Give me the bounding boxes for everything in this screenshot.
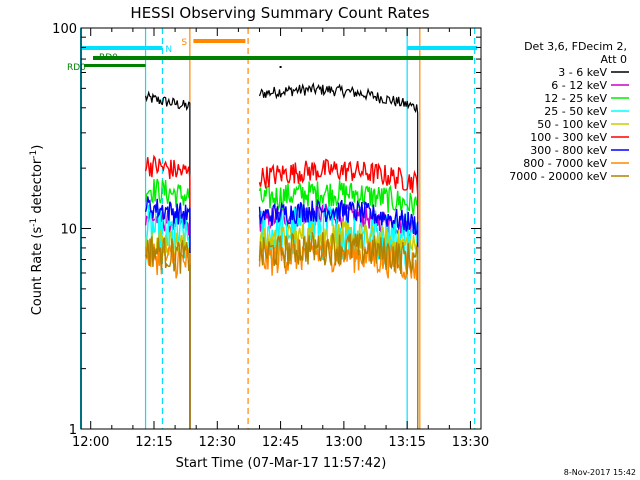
flag-label-saa: S	[181, 38, 187, 48]
series-line-8	[144, 232, 419, 429]
y-tick-label-0: 1	[69, 423, 77, 438]
series-layer	[144, 82, 419, 429]
saa-bar	[193, 39, 246, 43]
y-tick-label-2: 100	[52, 22, 77, 37]
plot-area: NS RD0 RD0	[67, 27, 482, 430]
x-tick-label-3: 12:45	[262, 435, 299, 450]
series-line-2	[144, 178, 419, 429]
x-tick-label-5: 13:15	[388, 435, 425, 450]
series-line-6	[144, 196, 419, 429]
y-tick-label-1: 10	[60, 223, 77, 238]
legend-label-4: 50 - 100 keV	[537, 118, 607, 131]
legend-label-8: 7000 - 20000 keV	[509, 170, 607, 183]
x-tick-label-2: 12:30	[199, 435, 236, 450]
x-tick-label-4: 13:00	[325, 435, 362, 450]
chart-title: HESSI Observing Summary Count Rates	[130, 4, 429, 22]
y-axis-label: Count Rate (s-1 detector-1)	[29, 145, 45, 316]
night-bar-2	[407, 46, 477, 50]
flag-dot	[279, 66, 282, 68]
flag-label-rd0-b: RD0	[67, 63, 86, 73]
x-axis-label: Start Time (07-Mar-17 11:57:42)	[176, 456, 387, 471]
legend-label-7: 800 - 7000 keV	[523, 157, 607, 170]
flag-label-rd0-a: RD0	[99, 53, 118, 63]
x-tick-label-0: 12:00	[72, 435, 109, 450]
rd0-bar-b	[84, 64, 146, 67]
flag-label-night: N	[165, 45, 172, 55]
footer-timestamp: 8-Nov-2017 15:42	[564, 468, 636, 477]
rd0-bar-a	[93, 56, 473, 60]
legend-label-3: 25 - 50 keV	[544, 105, 607, 118]
legend-header-line1: Det 3,6, FDecim 2,	[524, 40, 627, 53]
x-tick-label-1: 12:15	[135, 435, 172, 450]
legend-label-6: 300 - 800 keV	[530, 144, 607, 157]
series-line-5	[144, 154, 419, 429]
x-tick-label-6: 13:30	[452, 435, 489, 450]
x-axis: 12:00 12:15 12:30 12:45 13:00 13:15 13:30	[72, 28, 489, 450]
y-axis: 1 10 100	[52, 22, 481, 438]
legend-header-line2: Att 0	[601, 53, 627, 66]
legend-label-0: 3 - 6 keV	[558, 66, 607, 79]
night-bar-1	[82, 46, 163, 50]
legend-label-2: 12 - 25 keV	[544, 92, 607, 105]
legend-label-5: 100 - 300 keV	[530, 131, 607, 144]
series-line-0	[145, 82, 419, 429]
legend-label-1: 6 - 12 keV	[551, 79, 607, 92]
flag-bars: NS RD0 RD0	[67, 38, 477, 73]
